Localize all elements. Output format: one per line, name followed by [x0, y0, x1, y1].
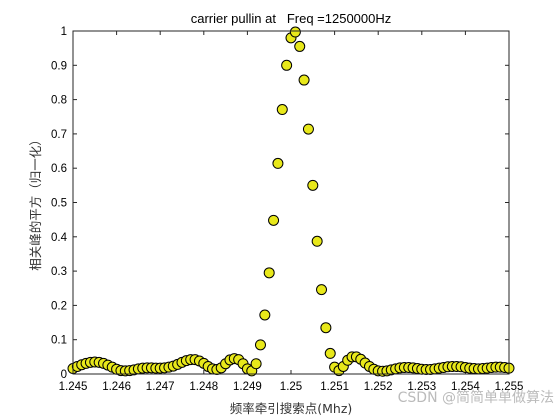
y-axis-label: 相关峰的平方（归一化） — [28, 133, 43, 271]
y-tick-label-3: 0.3 — [51, 266, 67, 278]
data-point-48 — [276, 104, 288, 116]
y-tick-label-1: 0.1 — [51, 335, 67, 347]
y-tick-label-8: 0.8 — [51, 95, 67, 107]
x-tick-label-10: 1.255 — [495, 381, 524, 393]
x-tick-label-3: 1.248 — [189, 381, 218, 393]
data-point-44 — [259, 309, 271, 321]
data-point-53 — [298, 74, 310, 86]
data-point-46 — [268, 214, 280, 226]
y-tick-label-5: 0.5 — [51, 198, 67, 210]
data-point-45 — [263, 267, 275, 279]
data-point-43 — [254, 339, 266, 351]
data-point-58 — [320, 322, 332, 334]
data-point-47 — [272, 157, 284, 169]
x-tick-label-7: 1.252 — [364, 381, 393, 393]
data-point-55 — [307, 179, 319, 191]
x-tick-label-0: 1.245 — [59, 381, 88, 393]
x-tick-label-1: 1.246 — [102, 381, 131, 393]
x-tick-label-5: 1.25 — [280, 381, 302, 393]
x-tick-label-2: 1.247 — [146, 381, 175, 393]
x-tick-label-9: 1.254 — [451, 381, 480, 393]
chart-title: carrier pullin at Freq =1250000Hz — [191, 11, 392, 26]
data-point-54 — [302, 123, 314, 135]
watermark: CSDN @简简单单做算法 — [398, 389, 554, 406]
y-tick-label-2: 0.2 — [51, 300, 67, 312]
x-tick-label-8: 1.253 — [407, 381, 436, 393]
data-point-57 — [316, 284, 328, 296]
plot-area — [73, 31, 509, 374]
y-tick-label-6: 0.6 — [51, 163, 67, 175]
data-point-56 — [311, 235, 323, 247]
y-tick-label-7: 0.7 — [51, 129, 67, 141]
data-point-59 — [324, 347, 336, 359]
y-tick-label-9: 0.9 — [51, 60, 67, 72]
plot-frame — [72, 30, 510, 375]
data-point-42 — [250, 358, 262, 370]
data-points — [67, 26, 515, 377]
axis-ticks: 1.245 1.246 1.247 1.248 1.249 1.25 1.251 1.252 1… — [51, 26, 523, 393]
x-axis-label: 频率牵引搜索点(Mhz) — [230, 401, 353, 416]
x-tick-label-4: 1.249 — [233, 381, 262, 393]
y-tick-label-4: 0.4 — [51, 232, 68, 244]
x-tick-label-6: 1.251 — [320, 381, 349, 393]
data-point-51 — [289, 26, 301, 38]
y-tick-label-10: 1 — [61, 26, 67, 38]
data-point-52 — [294, 40, 306, 52]
y-tick-label-0: 0 — [61, 369, 67, 381]
data-point-49 — [281, 59, 293, 71]
